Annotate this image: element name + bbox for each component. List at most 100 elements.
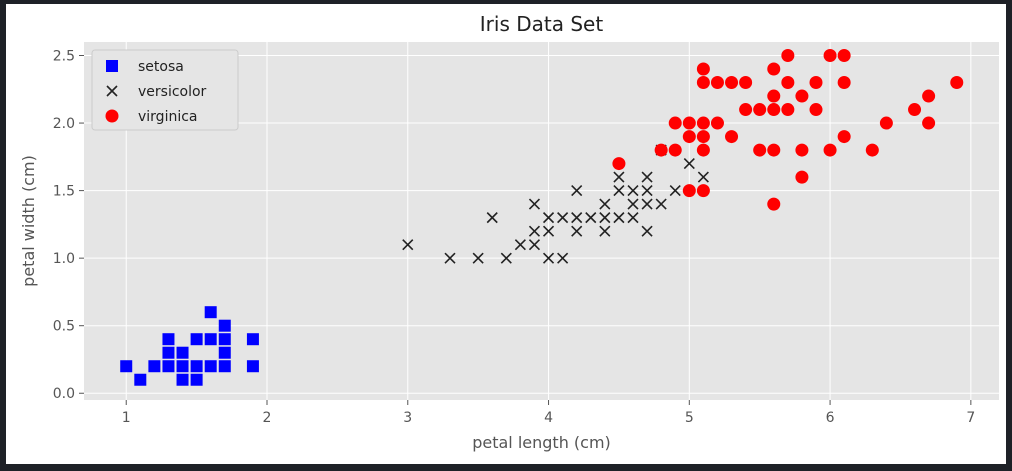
x-tick-label: 5 <box>685 410 694 426</box>
virginica-point <box>696 143 710 157</box>
virginica-point <box>668 143 682 157</box>
virginica-point <box>696 62 710 76</box>
setosa-point <box>218 360 231 373</box>
x-tick-label: 7 <box>966 410 975 426</box>
versicolor-point <box>557 252 569 264</box>
virginica-point <box>767 89 781 103</box>
virginica-point <box>696 130 710 144</box>
virginica-point <box>725 76 739 90</box>
virginica-point <box>781 49 795 63</box>
x-tick-label: 4 <box>544 410 553 426</box>
chart-figure: 1 2 3 4 5 6 7 0.0 0.5 1.0 1.5 2.0 2.5 Iris Data Set… <box>6 4 1006 464</box>
data-points <box>120 49 964 386</box>
y-tick-label: 1.0 <box>53 251 75 267</box>
legend-box <box>91 49 239 131</box>
versicolor-point <box>683 158 695 170</box>
virginica-point <box>809 76 823 90</box>
virginica-point <box>767 103 781 117</box>
virginica-point <box>922 89 936 103</box>
versicolor-point <box>571 225 583 237</box>
virginica-point <box>710 116 724 130</box>
versicolor-point <box>697 171 709 183</box>
legend-marker-versicolor <box>106 85 118 97</box>
scatter-chart: 1 2 3 4 5 6 7 0.0 0.5 1.0 1.5 2.0 2.5 Iris Data Set… <box>19 12 999 452</box>
setosa-point <box>204 306 217 319</box>
virginica-point <box>668 116 682 130</box>
setosa-point <box>204 360 217 373</box>
virginica-point <box>654 143 668 157</box>
versicolor-point <box>557 212 569 224</box>
versicolor-point <box>402 239 414 251</box>
virginica-point <box>823 49 837 63</box>
virginica-point <box>739 76 753 90</box>
y-tick-label: 2.5 <box>53 49 75 65</box>
y-tick-label: 2.0 <box>53 116 75 132</box>
legend-label-setosa: setosa <box>138 59 184 75</box>
y-axis-ticks: 0.0 0.5 1.0 1.5 2.0 2.5 <box>53 49 84 402</box>
setosa-point <box>190 360 203 373</box>
virginica-point <box>710 76 724 90</box>
virginica-point <box>837 76 851 90</box>
x-tick-label: 2 <box>263 410 272 426</box>
versicolor-point <box>599 212 611 224</box>
virginica-point <box>753 103 767 117</box>
versicolor-point <box>627 185 639 197</box>
versicolor-point <box>528 198 541 210</box>
versicolor-point <box>571 185 583 197</box>
virginica-point <box>767 143 781 157</box>
y-tick-label: 1.5 <box>53 184 75 200</box>
grid-lines <box>84 42 999 400</box>
virginica-point <box>809 103 823 117</box>
legend: setosa versicolor virginica <box>91 49 239 131</box>
virginica-point <box>739 103 753 117</box>
virginica-point <box>767 197 781 211</box>
virginica-point <box>795 89 809 103</box>
setosa-point <box>176 360 189 373</box>
virginica-point <box>753 143 767 157</box>
setosa-point <box>134 373 147 386</box>
setosa-point <box>162 346 175 359</box>
setosa-point <box>190 373 203 386</box>
y-tick-label: 0.5 <box>53 319 75 335</box>
virginica-point <box>950 76 964 90</box>
setosa-point <box>120 360 133 373</box>
setosa-point <box>162 360 175 373</box>
virginica-point <box>795 170 809 184</box>
virginica-point <box>908 103 922 117</box>
virginica-point <box>612 157 626 171</box>
versicolor-point <box>528 239 541 251</box>
virginica-point <box>837 49 851 63</box>
setosa-point <box>176 373 189 386</box>
legend-label-virginica: virginica <box>138 109 198 125</box>
versicolor-point <box>613 212 625 224</box>
x-tick-label: 6 <box>826 410 835 426</box>
versicolor-point <box>613 171 625 183</box>
versicolor-point <box>528 225 541 237</box>
versicolor-point <box>472 252 484 264</box>
x-axis-ticks: 1 2 3 4 5 6 7 <box>122 400 975 426</box>
versicolor-point <box>613 185 625 197</box>
versicolor-point <box>542 225 555 237</box>
versicolor-point <box>585 212 597 224</box>
chart-title: Iris Data Set <box>480 12 604 36</box>
virginica-point <box>795 143 809 157</box>
versicolor-point <box>500 252 512 264</box>
virginica-point <box>696 116 710 130</box>
virginica-point <box>781 103 795 117</box>
versicolor-point <box>599 198 611 210</box>
versicolor-point <box>641 198 653 210</box>
versicolor-point <box>669 185 681 197</box>
versicolor-point <box>627 212 639 224</box>
virginica-point <box>879 116 893 130</box>
x-tick-label: 3 <box>403 410 412 426</box>
virginica-point <box>682 130 696 144</box>
virginica-point <box>865 143 879 157</box>
setosa-point <box>246 360 259 373</box>
versicolor-point <box>599 225 611 237</box>
virginica-point <box>823 143 837 157</box>
setosa-point <box>148 360 161 373</box>
versicolor-point <box>444 252 456 264</box>
versicolor-point <box>571 212 583 224</box>
virginica-point <box>682 184 696 198</box>
y-axis-label: petal width (cm) <box>19 155 38 287</box>
